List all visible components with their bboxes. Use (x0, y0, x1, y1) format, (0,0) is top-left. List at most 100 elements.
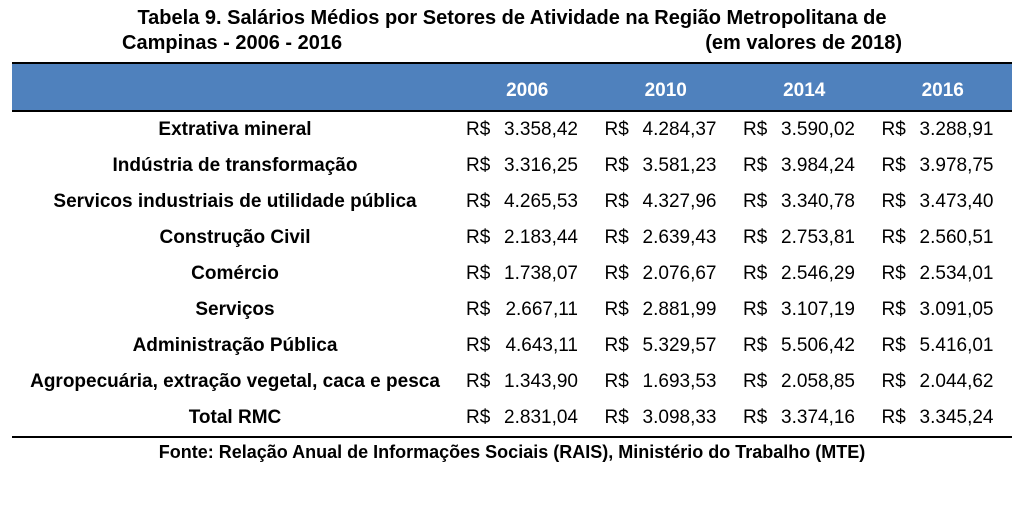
row-label: Indústria de transformação (12, 148, 458, 184)
cell-number: 3.345,24 (912, 407, 994, 429)
cell-number: 3.984,24 (773, 155, 855, 177)
cell-value: R$3.288,91 (874, 111, 1013, 148)
cell-number: 3.098,33 (635, 407, 717, 429)
cell-value: R$1.738,07 (458, 256, 597, 292)
cell-number: 3.340,78 (773, 191, 855, 213)
currency-prefix: R$ (743, 335, 773, 357)
cell-number: 1.693,53 (635, 371, 717, 393)
row-label: Extrativa mineral (12, 111, 458, 148)
cell-number: 2.639,43 (635, 227, 717, 249)
cell-value: R$3.316,25 (458, 148, 597, 184)
cell-number: 4.327,96 (635, 191, 717, 213)
cell-number: 1.343,90 (496, 371, 578, 393)
currency-prefix: R$ (466, 155, 496, 177)
cell-value: R$3.098,33 (597, 400, 736, 437)
cell-number: 3.091,05 (912, 299, 994, 321)
currency-prefix: R$ (605, 227, 635, 249)
currency-prefix: R$ (882, 155, 912, 177)
cell-number: 3.288,91 (912, 119, 994, 141)
title-line-2-right: (em valores de 2018) (705, 31, 902, 56)
row-label: Construção Civil (12, 220, 458, 256)
title-line-2-left: Campinas - 2006 - 2016 (122, 31, 342, 56)
cell-number: 3.590,02 (773, 119, 855, 141)
cell-number: 2.183,44 (496, 227, 578, 249)
row-label: Agropecuária, extração vegetal, caca e p… (12, 364, 458, 400)
currency-prefix: R$ (605, 335, 635, 357)
cell-number: 3.316,25 (496, 155, 578, 177)
currency-prefix: R$ (466, 371, 496, 393)
currency-prefix: R$ (605, 371, 635, 393)
currency-prefix: R$ (882, 191, 912, 213)
table-row: Agropecuária, extração vegetal, caca e p… (12, 364, 1012, 400)
cell-value: R$1.343,90 (458, 364, 597, 400)
cell-value: R$2.183,44 (458, 220, 597, 256)
cell-value: R$2.058,85 (735, 364, 874, 400)
currency-prefix: R$ (743, 299, 773, 321)
cell-number: 2.667,11 (496, 299, 578, 321)
cell-value: R$5.416,01 (874, 328, 1013, 364)
table-body: Extrativa mineralR$3.358,42R$4.284,37R$3… (12, 111, 1012, 437)
cell-number: 2.831,04 (496, 407, 578, 429)
cell-number: 1.738,07 (496, 263, 578, 285)
table-container: Tabela 9. Salários Médios por Setores de… (12, 6, 1012, 463)
cell-value: R$2.560,51 (874, 220, 1013, 256)
cell-number: 2.881,99 (635, 299, 717, 321)
currency-prefix: R$ (882, 299, 912, 321)
currency-prefix: R$ (743, 119, 773, 141)
currency-prefix: R$ (466, 191, 496, 213)
cell-value: R$4.327,96 (597, 184, 736, 220)
currency-prefix: R$ (466, 263, 496, 285)
currency-prefix: R$ (882, 335, 912, 357)
currency-prefix: R$ (605, 155, 635, 177)
table-row: Extrativa mineralR$3.358,42R$4.284,37R$3… (12, 111, 1012, 148)
table-title: Tabela 9. Salários Médios por Setores de… (12, 6, 1012, 62)
cell-value: R$3.374,16 (735, 400, 874, 437)
cell-value: R$4.643,11 (458, 328, 597, 364)
cell-number: 3.374,16 (773, 407, 855, 429)
cell-value: R$3.590,02 (735, 111, 874, 148)
cell-value: R$2.667,11 (458, 292, 597, 328)
cell-value: R$1.693,53 (597, 364, 736, 400)
cell-value: R$2.881,99 (597, 292, 736, 328)
cell-number: 5.329,57 (635, 335, 717, 357)
cell-value: R$3.345,24 (874, 400, 1013, 437)
currency-prefix: R$ (605, 263, 635, 285)
cell-value: R$2.546,29 (735, 256, 874, 292)
row-label: Servicos industriais de utilidade públic… (12, 184, 458, 220)
currency-prefix: R$ (743, 263, 773, 285)
cell-value: R$4.265,53 (458, 184, 597, 220)
currency-prefix: R$ (466, 227, 496, 249)
table-row: Servicos industriais de utilidade públic… (12, 184, 1012, 220)
table-row: Indústria de transformaçãoR$3.316,25R$3.… (12, 148, 1012, 184)
cell-number: 4.265,53 (496, 191, 578, 213)
currency-prefix: R$ (466, 299, 496, 321)
currency-prefix: R$ (882, 263, 912, 285)
cell-value: R$2.753,81 (735, 220, 874, 256)
title-line-2: Campinas - 2006 - 2016 (em valores de 20… (122, 31, 902, 56)
currency-prefix: R$ (882, 119, 912, 141)
cell-number: 2.560,51 (912, 227, 994, 249)
currency-prefix: R$ (466, 335, 496, 357)
cell-number: 2.058,85 (773, 371, 855, 393)
currency-prefix: R$ (743, 407, 773, 429)
cell-value: R$2.639,43 (597, 220, 736, 256)
cell-value: R$5.329,57 (597, 328, 736, 364)
cell-value: R$3.473,40 (874, 184, 1013, 220)
cell-value: R$3.581,23 (597, 148, 736, 184)
currency-prefix: R$ (882, 371, 912, 393)
currency-prefix: R$ (466, 407, 496, 429)
cell-number: 2.534,01 (912, 263, 994, 285)
table-head: 2006 2010 2014 2016 (12, 63, 1012, 111)
currency-prefix: R$ (743, 371, 773, 393)
cell-number: 3.473,40 (912, 191, 994, 213)
table-row: ComércioR$1.738,07R$2.076,67R$2.546,29R$… (12, 256, 1012, 292)
header-blank (12, 63, 458, 111)
title-line-1: Tabela 9. Salários Médios por Setores de… (22, 6, 1002, 31)
cell-value: R$3.107,19 (735, 292, 874, 328)
cell-number: 2.044,62 (912, 371, 994, 393)
cell-value: R$3.978,75 (874, 148, 1013, 184)
cell-number: 5.416,01 (912, 335, 994, 357)
cell-number: 2.076,67 (635, 263, 717, 285)
cell-number: 2.546,29 (773, 263, 855, 285)
row-label: Administração Pública (12, 328, 458, 364)
